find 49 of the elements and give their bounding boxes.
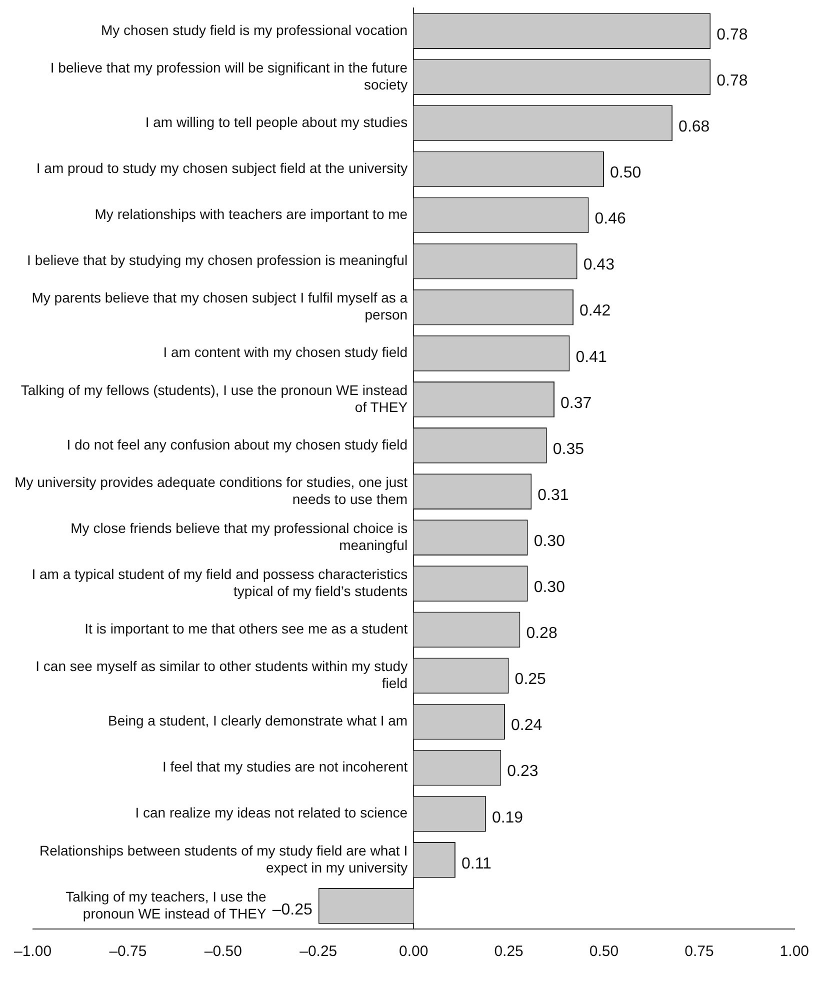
y-tick-label: Being a student, I clearly demonstrate what I am: [108, 712, 408, 729]
y-tick-label: I do not feel any confusion about my chosen study field: [66, 436, 408, 452]
y-tick-label: My chosen study field is my professional vocation: [100, 22, 408, 38]
y-tick-label: Talking of my fellows (students), I use the pronoun WE instead of THEY: [20, 382, 408, 415]
data-label: 0.68: [678, 118, 710, 136]
data-label: 0.19: [492, 809, 524, 826]
y-tick-label: I can realize my ideas not related to science: [135, 804, 408, 821]
y-tick-label: My university provides adequate conditions for studies, one just needs to use them: [14, 474, 408, 507]
data-label: 0.50: [610, 164, 642, 182]
y-tick-label: Relationships between students of my study field are what I expect in my university: [39, 842, 408, 876]
data-label: 0.28: [526, 625, 558, 642]
y-tick-label: I believe that by studying my chosen profession is meaningful: [27, 252, 408, 268]
data-label: 0.37: [560, 394, 592, 412]
data-label: 0.41: [576, 348, 607, 366]
data-label: 0.23: [507, 763, 538, 780]
data-label: 0.30: [534, 579, 566, 596]
x-tick-label: 0.50: [589, 943, 619, 960]
y-tick-label: I am a typical student of my field and possess characteristics typical of my field’s students: [32, 566, 408, 599]
y-tick-label: I can see myself as similar to other students within my study field: [36, 658, 408, 692]
y-tick-label: I am willing to tell people about my studies: [145, 114, 408, 130]
y-tick-label: I believe that my profession will be significant in the future society: [50, 59, 408, 92]
data-label: 0.78: [716, 26, 748, 44]
data-label: 0.24: [510, 717, 542, 734]
x-tick-label: 1.00: [780, 943, 810, 960]
x-tick-label: –0.50: [204, 943, 242, 960]
data-label: 0.42: [580, 302, 611, 320]
x-tick-label: –0.25: [300, 943, 338, 960]
y-tick-label: I am content with my chosen study field: [163, 344, 408, 360]
data-label: 0.78: [716, 72, 748, 90]
data-label: 0.25: [514, 671, 546, 688]
data-label: 0.35: [552, 440, 584, 458]
y-tick-label: I am proud to study my chosen subject field at the university: [36, 160, 408, 176]
y-tick-label: It is important to me that others see me as a student: [84, 620, 408, 637]
y-tick-label: My parents believe that my chosen subject I fulfil myself as a person: [32, 290, 408, 323]
x-tick-label: 0.00: [398, 943, 428, 960]
x-tick-label: 0.25: [494, 943, 524, 960]
x-tick-label: 0.75: [684, 943, 714, 960]
data-label: 0.31: [538, 486, 569, 504]
data-label: 0.43: [583, 256, 615, 274]
data-label: 0.11: [461, 855, 492, 872]
data-label: 0.30: [534, 532, 566, 550]
y-tick-label: Talking of my teachers, I use the pronoun WE instead of THEY: [66, 888, 267, 922]
y-tick-label: My relationships with teachers are important to me: [94, 206, 408, 222]
y-tick-label: I feel that my studies are not incoherent: [162, 758, 408, 775]
data-label: 0.46: [594, 210, 626, 228]
x-tick-label: –1.00: [14, 943, 52, 960]
y-tick-label: My close friends believe that my professional choice is meaningful: [70, 520, 408, 553]
data-label: –0.25: [272, 901, 312, 918]
x-tick-label: –0.75: [109, 943, 147, 960]
